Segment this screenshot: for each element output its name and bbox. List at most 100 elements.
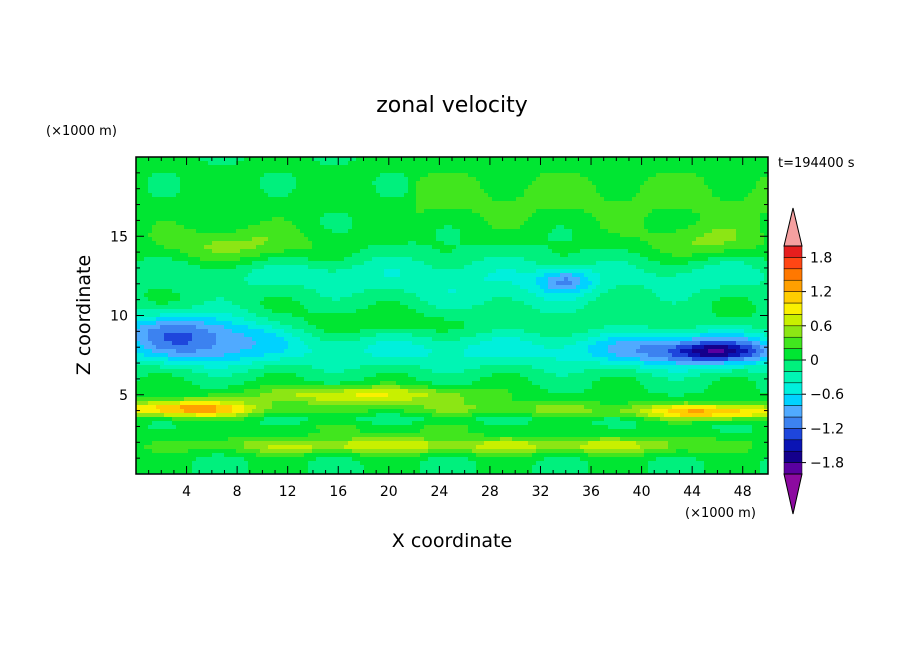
field-cell [256, 221, 261, 226]
field-cell [456, 221, 461, 226]
field-cell [372, 221, 377, 226]
field-cell [368, 281, 373, 286]
field-cell [668, 213, 673, 218]
field-cell [736, 233, 741, 238]
field-cell [440, 221, 445, 226]
field-cell [160, 245, 165, 250]
field-cell [256, 265, 261, 270]
field-cell [276, 273, 281, 278]
field-cell [332, 265, 337, 270]
field-cell [684, 229, 689, 234]
field-cell [416, 261, 421, 266]
field-cell [140, 205, 145, 210]
field-cell [656, 221, 661, 226]
field-cell [400, 265, 405, 270]
field-cell [556, 209, 561, 214]
field-cell [472, 201, 477, 206]
field-cell [688, 181, 693, 186]
field-cell [596, 213, 601, 218]
field-cell [708, 245, 713, 250]
field-cell [208, 233, 213, 238]
field-cell [192, 225, 197, 230]
field-cell [752, 157, 757, 162]
field-cell [272, 253, 277, 258]
field-cell [420, 177, 425, 182]
field-cell [280, 265, 285, 270]
field-cell [636, 165, 641, 170]
field-cell [568, 165, 573, 170]
field-cell [144, 233, 149, 238]
field-cell [444, 265, 449, 270]
field-cell [212, 261, 217, 266]
field-cell [236, 281, 241, 286]
field-cell [176, 197, 181, 202]
field-cell [660, 205, 665, 210]
field-cell [228, 237, 233, 242]
field-cell [196, 277, 201, 282]
field-cell [240, 201, 245, 206]
field-cell [264, 229, 269, 234]
field-cell [192, 177, 197, 182]
field-cell [568, 205, 573, 210]
field-cell [248, 169, 253, 174]
field-cell [548, 273, 553, 278]
field-cell [284, 185, 289, 190]
field-cell [696, 181, 701, 186]
field-cell [224, 193, 229, 198]
field-cell [384, 177, 389, 182]
field-cell [520, 229, 525, 234]
field-cell [564, 225, 569, 230]
field-cell [408, 161, 413, 166]
field-cell [348, 269, 353, 274]
field-cell [344, 241, 349, 246]
field-cell [348, 233, 353, 238]
field-cell [240, 265, 245, 270]
field-cell [504, 281, 509, 286]
field-cell [532, 273, 537, 278]
field-cell [680, 181, 685, 186]
field-cell [176, 201, 181, 206]
field-cell [384, 245, 389, 250]
field-cell [268, 273, 273, 278]
field-cell [232, 225, 237, 230]
field-cell [524, 233, 529, 238]
field-cell [276, 229, 281, 234]
field-cell [592, 161, 597, 166]
field-cell [364, 217, 369, 222]
field-cell [588, 217, 593, 222]
field-cell [760, 209, 765, 214]
field-cell [188, 237, 193, 242]
field-cell [736, 229, 741, 234]
field-cell [464, 233, 469, 238]
field-cell [316, 249, 321, 254]
field-cell [680, 257, 685, 262]
field-cell [460, 225, 465, 230]
field-cell [644, 233, 649, 238]
field-cell [612, 181, 617, 186]
field-cell [340, 225, 345, 230]
field-cell [576, 193, 581, 198]
field-cell [340, 201, 345, 206]
field-cell [444, 157, 449, 162]
field-cell [756, 273, 761, 278]
field-cell [300, 213, 305, 218]
field-cell [608, 257, 613, 262]
field-cell [172, 177, 177, 182]
field-cell [204, 229, 209, 234]
field-cell [576, 169, 581, 174]
field-cell [476, 253, 481, 258]
field-cell [568, 185, 573, 190]
field-cell [720, 221, 725, 226]
field-cell [492, 209, 497, 214]
field-cell [256, 249, 261, 254]
field-cell [364, 265, 369, 270]
field-cell [444, 169, 449, 174]
field-cell [156, 173, 161, 178]
field-cell [200, 245, 205, 250]
field-cell [744, 189, 749, 194]
field-cell [284, 157, 289, 162]
field-cell [572, 173, 577, 178]
field-cell [424, 181, 429, 186]
field-cell [140, 213, 145, 218]
field-cell [628, 209, 633, 214]
